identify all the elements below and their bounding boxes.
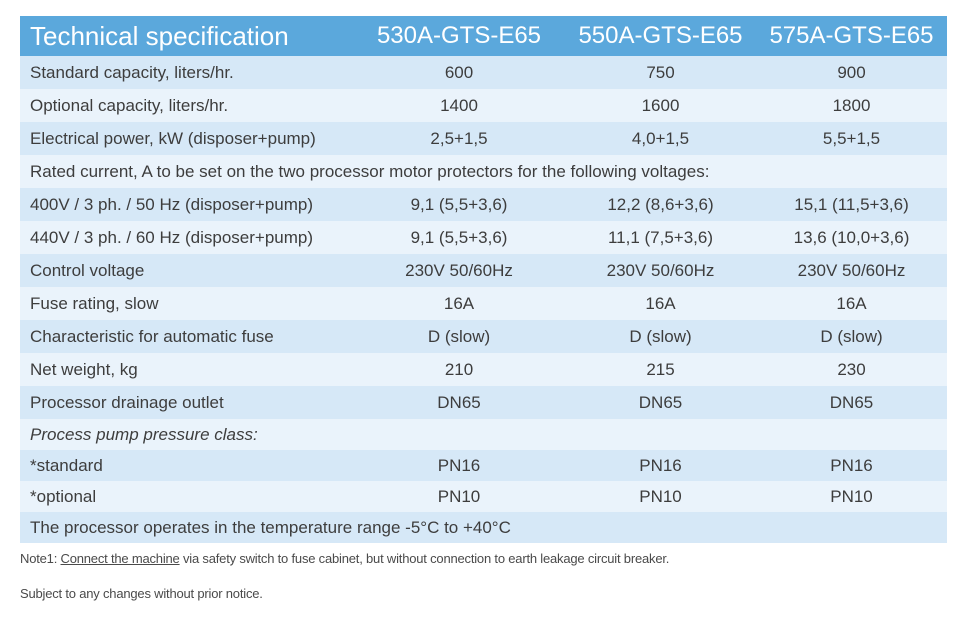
row-label: Standard capacity, liters/hr. [30,62,234,82]
cell-value: PN10 [830,486,873,506]
row-label: Processor drainage outlet [30,392,224,412]
cell-value: 600 [444,62,474,82]
cell-value: 9,1 (5,5+3,6) [410,194,508,214]
cell-value: PN16 [437,455,481,475]
cell-value: 900 [837,62,866,82]
table-row: Optional capacity, liters/hr. 1400 1600 … [20,89,947,122]
cell-value: 12,2 (8,6+3,6) [607,194,714,214]
cell-value: 2,5+1,5 [430,128,488,148]
table-row: 440V / 3 ph. / 60 Hz (disposer+pump) 9,1… [20,221,947,254]
cell-value: 750 [646,62,675,82]
cell-value: 16A [443,293,475,313]
cell-value: 1400 [440,95,478,115]
table-header: Technical specification 530A-GTS-E65 550… [20,16,947,56]
table-row: Characteristic for automatic fuse D (slo… [20,320,947,353]
row-label: 440V / 3 ph. / 60 Hz (disposer+pump) [30,227,314,247]
cell-value: 1600 [641,95,680,115]
table-row: 400V / 3 ph. / 50 Hz (disposer+pump) 9,1… [20,188,947,221]
rated-current-heading: Rated current, A to be set on the two pr… [30,161,710,181]
cell-value: PN16 [830,455,873,475]
cell-value: 5,5+1,5 [822,128,881,148]
cell-value: 1800 [832,95,871,115]
cell-value: D (slow) [629,326,692,346]
cell-value: 230V 50/60Hz [797,260,906,280]
note-1-text: via safety switch to fuse cabinet, but w… [179,551,670,566]
note-1-prefix: Note1: [20,551,61,566]
cell-value: 9,1 (5,5+3,6) [410,227,508,247]
note-1-link: Connect the machine [60,551,180,566]
cell-value: 16A [836,293,867,313]
table-row-section: The processor operates in the temperatur… [20,512,947,543]
cell-value: 13,6 (10,0+3,6) [793,227,910,247]
row-label: Characteristic for automatic fuse [30,326,274,346]
cell-value: 11,1 (7,5+3,6) [607,227,714,247]
cell-value: DN65 [437,392,481,412]
cell-value: 215 [646,359,675,379]
table-row: Standard capacity, liters/hr. 600 750 90… [20,56,947,89]
cell-value: 230 [837,359,866,379]
cell-value: 210 [444,359,474,379]
pressure-class-heading: Process pump pressure class: [30,424,258,444]
table-row: Net weight, kg 210 215 230 [20,353,947,386]
table-row-section: Rated current, A to be set on the two pr… [20,155,947,188]
table-row: *standard PN16 PN16 PN16 [20,450,947,481]
subject-to-change-note: Subject to any changes without prior not… [20,586,263,601]
table-row: Processor drainage outlet DN65 DN65 DN65 [20,386,947,419]
note-1: Note1: Connect the machine via safety sw… [20,551,669,566]
cell-value: D (slow) [820,326,883,346]
cell-value: 15,1 (11,5+3,6) [794,194,909,214]
table-row: Control voltage 230V 50/60Hz 230V 50/60H… [20,254,947,287]
header-model-575a: 575A-GTS-E65 [769,22,934,49]
cell-value: DN65 [638,392,683,412]
spec-table: Technical specification 530A-GTS-E65 550… [20,16,947,543]
cell-value: DN65 [829,392,874,412]
table-row: *optional PN10 PN10 PN10 [20,481,947,512]
row-label: 400V / 3 ph. / 50 Hz (disposer+pump) [30,194,314,214]
table-row: Fuse rating, slow 16A 16A 16A [20,287,947,320]
cell-value: PN16 [639,455,682,475]
row-label: Fuse rating, slow [30,293,159,313]
table-row-section: Process pump pressure class: [20,419,947,450]
table-row: Electrical power, kW (disposer+pump) 2,5… [20,122,947,155]
temperature-range-text: The processor operates in the temperatur… [30,517,511,537]
cell-value: 16A [645,293,676,313]
row-label: Net weight, kg [30,359,138,379]
row-label: Optional capacity, liters/hr. [30,95,229,115]
header-title: Technical specification [30,20,289,51]
row-label: Control voltage [30,260,145,280]
cell-value: D (slow) [427,326,491,346]
cell-value: PN10 [437,486,481,506]
cell-value: 4,0+1,5 [631,128,690,148]
row-label: *standard [30,455,103,475]
cell-value: PN10 [639,486,682,506]
cell-value: 230V 50/60Hz [405,260,513,280]
header-model-550a: 550A-GTS-E65 [578,22,743,49]
row-label: Electrical power, kW (disposer+pump) [30,128,316,148]
cell-value: 230V 50/60Hz [606,260,715,280]
row-label: *optional [30,486,97,506]
header-model-530a: 530A-GTS-E65 [376,22,542,49]
